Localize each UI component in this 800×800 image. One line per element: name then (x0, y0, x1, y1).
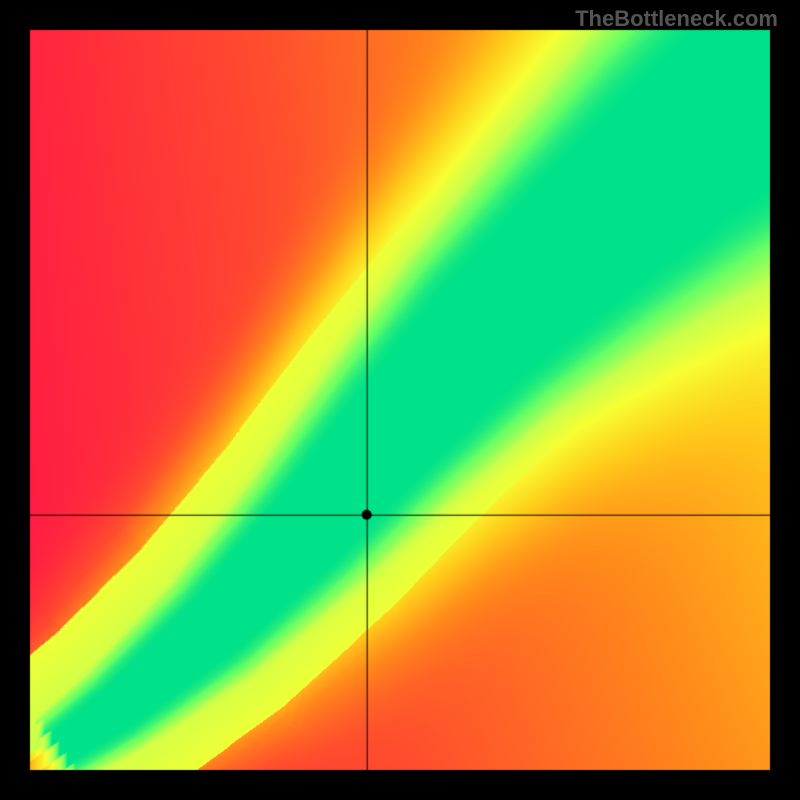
chart-container: TheBottleneck.com (0, 0, 800, 800)
bottleneck-heatmap (0, 0, 800, 800)
watermark-text: TheBottleneck.com (575, 6, 778, 32)
